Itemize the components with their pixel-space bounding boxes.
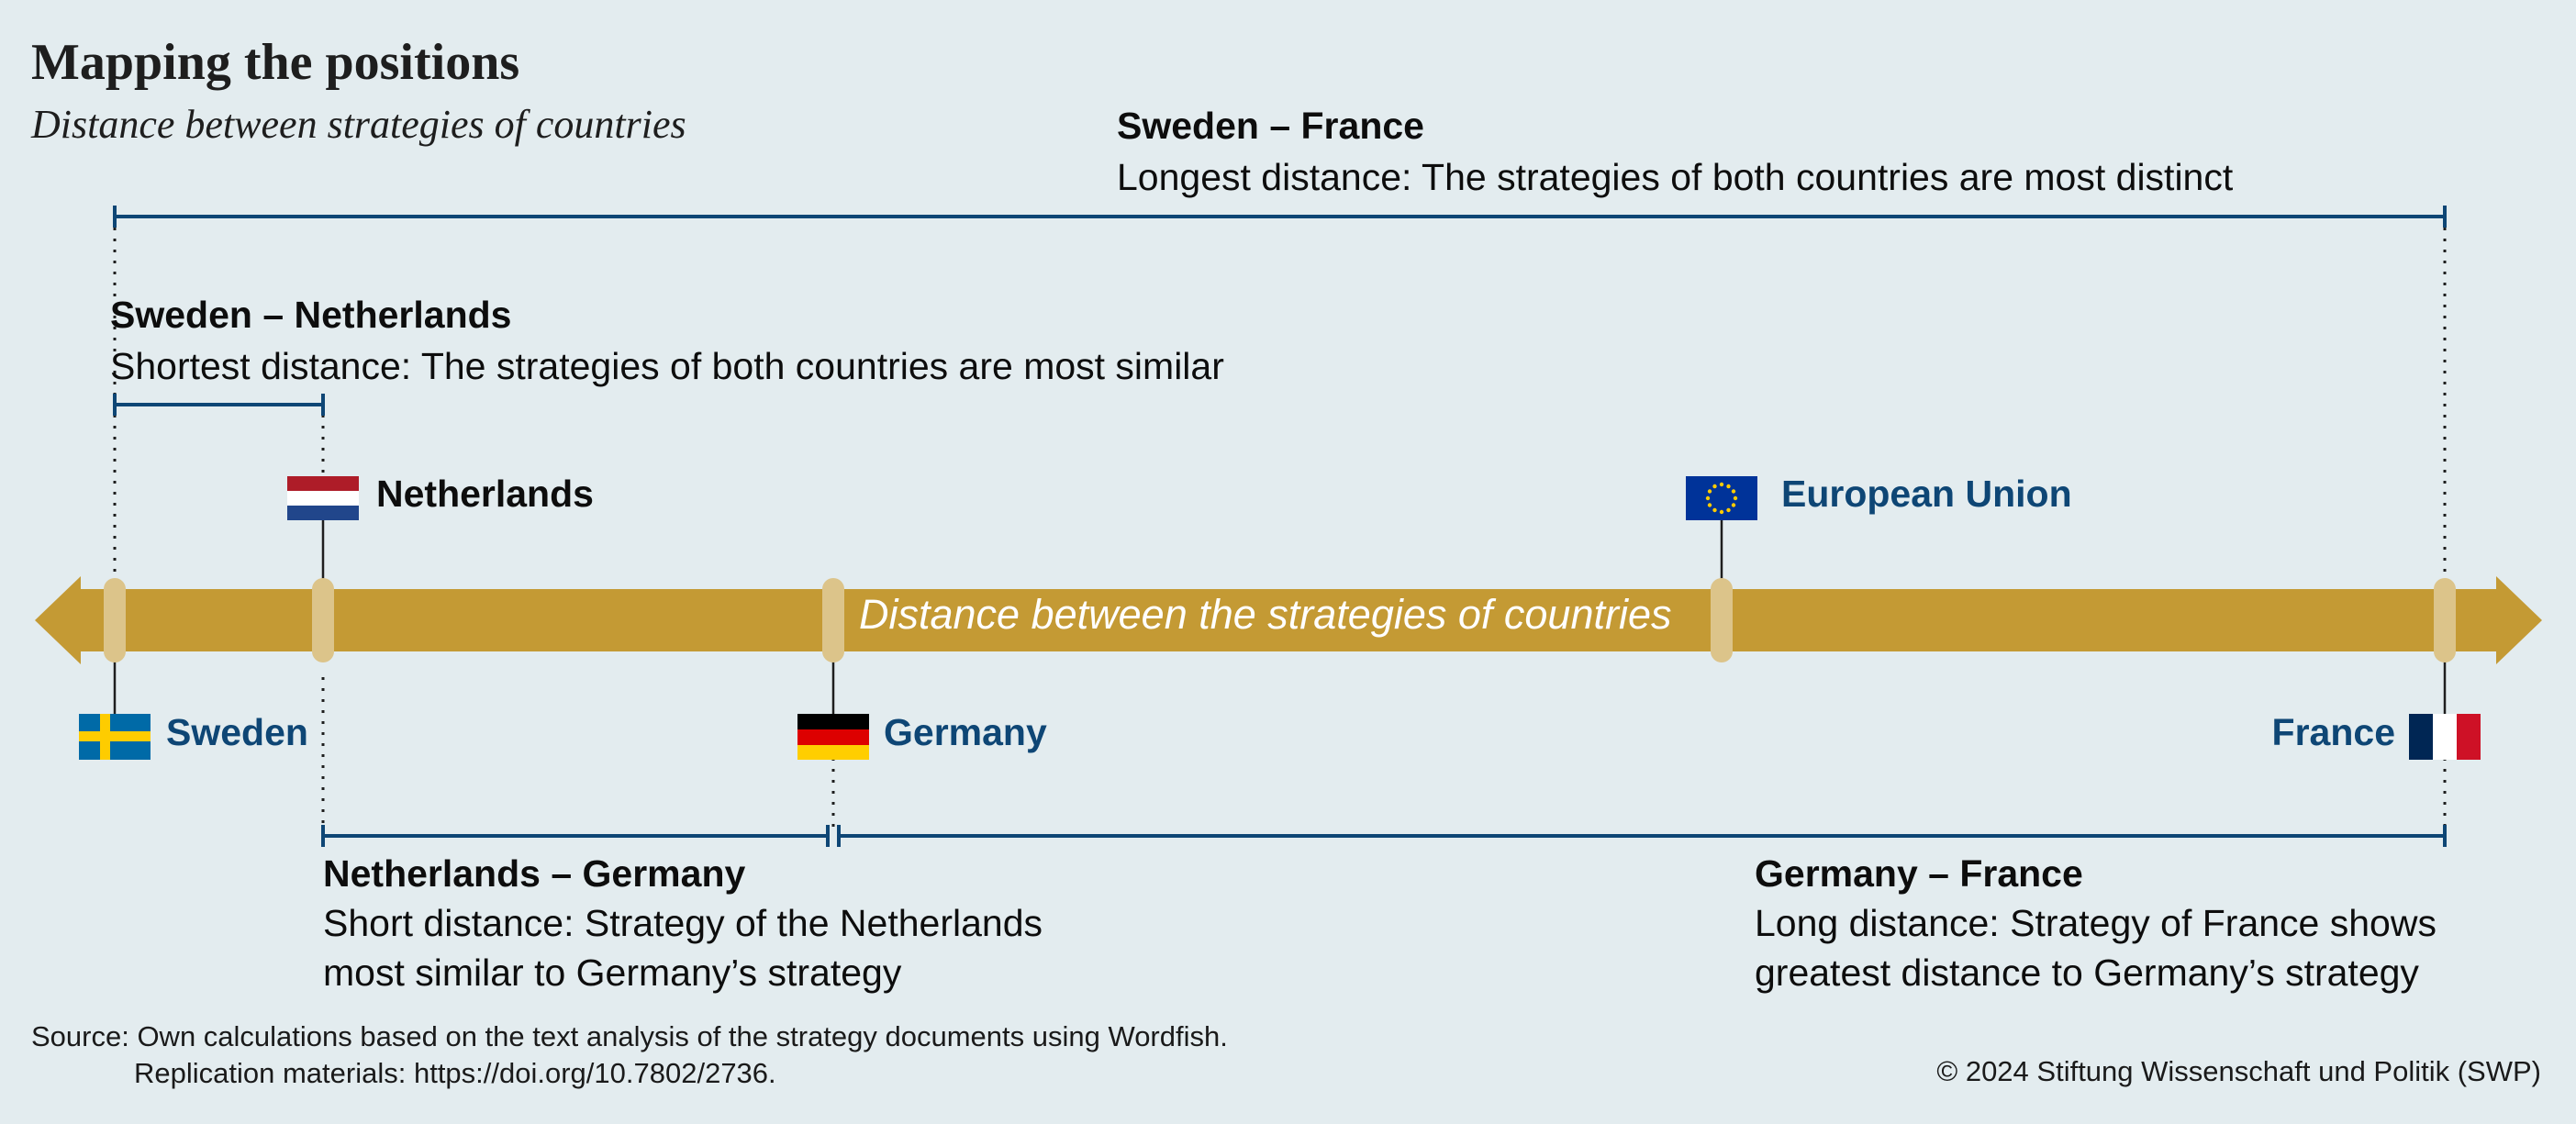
netherlands-germany-text-2: most similar to Germany’s strategy (323, 952, 902, 994)
eu-star (1731, 503, 1736, 507)
eu-label: European Union (1781, 473, 2072, 515)
sweden-france-title: Sweden – France (1117, 105, 1424, 147)
marker-france (2434, 578, 2456, 662)
marker-germany (822, 578, 844, 662)
source-line-2: Replication materials: https://doi.org/1… (134, 1057, 776, 1089)
netherlands-germany-title: Netherlands – Germany (323, 852, 746, 895)
germany-label: Germany (884, 711, 1047, 753)
marker-eu (1711, 578, 1733, 662)
bracket-sweden-france (113, 206, 2447, 228)
axis-bar (72, 589, 2504, 651)
sweden-france-text: Longest distance: The strategies of both… (1117, 156, 2234, 198)
sweden-label: Sweden (166, 711, 308, 753)
france-flag-icon (2409, 714, 2481, 760)
page-subtitle: Distance between strategies of countries (31, 102, 686, 147)
sweden-flag-icon (79, 714, 151, 760)
position-markers (104, 578, 2456, 662)
netherlands-label: Netherlands (376, 473, 594, 515)
source-note: Source: Own calculations based on the te… (31, 1018, 1228, 1092)
eu-star (1726, 484, 1731, 489)
eu-star (1707, 489, 1712, 494)
eu-star (1712, 484, 1717, 489)
sweden-netherlands-title: Sweden – Netherlands (110, 294, 512, 336)
axis-arrow-left (35, 576, 81, 664)
source-line-1: Source: Own calculations based on the te… (31, 1020, 1228, 1052)
page-title: Mapping the positions (31, 34, 520, 91)
eu-star (1712, 507, 1717, 513)
germany-france-title: Germany – France (1755, 852, 2083, 895)
marker-sweden (104, 578, 126, 662)
france-label: France (2271, 711, 2395, 753)
eu-star (1707, 503, 1712, 507)
bracket-netherlands-germany (321, 825, 830, 847)
eu-star (1726, 507, 1731, 513)
germany-france-text-2: greatest distance to Germany’s strategy (1755, 952, 2419, 994)
germany-flag-icon (797, 714, 869, 760)
distance-brackets (113, 206, 2447, 847)
netherlands-flag-icon (287, 476, 359, 520)
sweden-netherlands-text: Shortest distance: The strategies of bot… (110, 345, 1224, 387)
bracket-germany-france (837, 825, 2447, 847)
eu-flag-icon (1686, 476, 1757, 520)
axis-arrow-right (2496, 576, 2542, 664)
distance-axis (35, 576, 2542, 664)
netherlands-germany-text-1: Short distance: Strategy of the Netherla… (323, 902, 1043, 944)
bracket-sweden-netherlands (113, 394, 325, 416)
eu-star (1731, 489, 1736, 494)
eu-star (1719, 482, 1724, 487)
eu-star (1705, 495, 1711, 501)
copyright: © 2024 Stiftung Wissenschaft und Politik… (1936, 1055, 2541, 1087)
eu-star (1733, 495, 1738, 501)
eu-star (1719, 509, 1724, 515)
germany-france-text-1: Long distance: Strategy of France shows (1755, 902, 2437, 944)
marker-netherlands (312, 578, 334, 662)
axis-label: Distance between the strategies of count… (859, 591, 1672, 638)
